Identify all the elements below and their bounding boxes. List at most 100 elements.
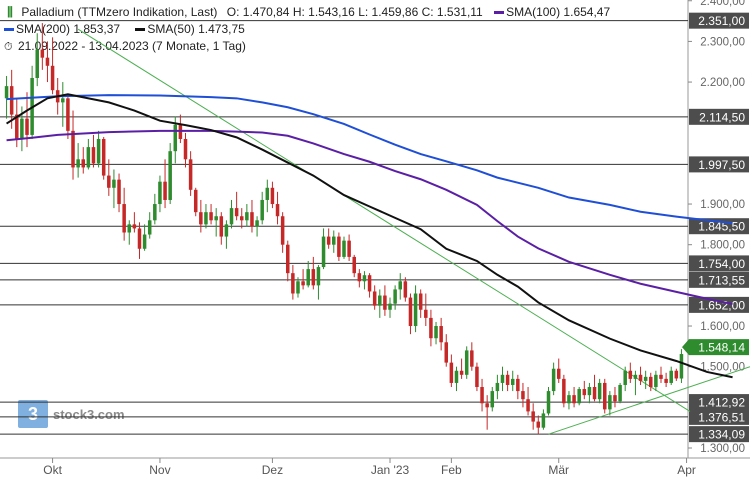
candle-body	[572, 395, 576, 404]
candle-body	[337, 236, 341, 257]
candle-body	[393, 289, 397, 304]
y-tick-label: 1.800,00	[700, 240, 745, 252]
candle-body	[531, 411, 535, 422]
candle-body	[649, 376, 653, 388]
candle-body	[127, 224, 132, 233]
candle-body	[403, 281, 408, 298]
legend-line-1: ⫼ Palladium (TTMzero Indikation, Last) O…	[4, 5, 612, 20]
candle-body	[429, 317, 433, 339]
y-tick-label: 1.500,00	[700, 362, 745, 374]
candle-body	[270, 187, 275, 205]
candle-body	[408, 297, 413, 327]
x-tick-label: Nov	[149, 463, 170, 477]
y-tick-label: 1.300,00	[700, 443, 745, 455]
candle-body	[475, 366, 479, 388]
candle-body	[485, 403, 489, 408]
sma100-label: SMA(100) 1.654,47	[506, 5, 611, 19]
candle-body	[311, 269, 316, 286]
candle-body	[224, 224, 229, 237]
y-tick-label: 2.400,00	[700, 0, 745, 8]
candle-body	[71, 130, 75, 168]
moving-average-line	[6, 94, 733, 225]
candle-body	[301, 281, 305, 286]
candle-body	[4, 86, 9, 99]
candle-body	[91, 147, 96, 164]
candle-body	[250, 212, 254, 227]
candle-body	[15, 114, 19, 139]
candle-body	[495, 382, 500, 392]
candle-body	[608, 395, 612, 410]
candle-body	[183, 138, 188, 160]
level-badge-label: 1.754,00	[698, 257, 745, 271]
sma50-swatch	[135, 28, 146, 32]
candle-body	[35, 49, 39, 78]
candle-body	[597, 382, 602, 400]
candle-body	[81, 159, 86, 168]
candle-body	[147, 220, 152, 235]
stock3-logo-icon: 3	[18, 400, 48, 428]
sma200-swatch	[4, 28, 14, 32]
candle-body	[280, 216, 285, 245]
level-badge	[689, 408, 749, 425]
level-badge	[689, 426, 749, 443]
candle-body	[567, 395, 571, 404]
sma100-swatch	[494, 11, 505, 15]
candle-body	[454, 370, 459, 383]
candle-body	[413, 293, 418, 327]
y-tick-label: 2.300,00	[700, 36, 745, 48]
candlestick-icon: ⫼	[7, 5, 13, 19]
candle-body	[388, 303, 392, 310]
candle-body	[112, 179, 116, 188]
candle-body	[173, 124, 178, 152]
candle-body	[628, 370, 633, 379]
candle-body	[178, 124, 183, 139]
candle-body	[209, 212, 213, 221]
candle-body	[255, 220, 259, 227]
candle-body	[163, 181, 167, 200]
candle-body	[418, 293, 423, 310]
candle-body	[66, 98, 70, 131]
candle-body	[577, 389, 581, 404]
candle-body	[101, 138, 106, 176]
candle-body	[378, 295, 382, 306]
candle-body	[510, 378, 515, 385]
candle-body	[342, 240, 346, 257]
candle-body	[96, 138, 101, 164]
candle-body	[633, 374, 638, 379]
candle-body	[541, 413, 546, 428]
candle-body	[516, 378, 520, 392]
candle-body	[50, 65, 55, 91]
candle-body	[40, 49, 45, 58]
candle-body	[306, 269, 310, 286]
candle-body	[260, 199, 264, 221]
candle-body	[9, 86, 14, 115]
y-tick-label: 2.200,00	[700, 77, 745, 89]
candle-body	[398, 281, 402, 290]
candle-body	[316, 267, 321, 286]
trend-line-down	[77, 28, 691, 412]
current-price-badge	[682, 339, 749, 356]
level-badge-label: 1.713,55	[698, 273, 745, 287]
candle-body	[618, 384, 622, 402]
x-tick-label: Jan '23	[371, 463, 410, 477]
candle-body	[219, 216, 224, 237]
candle-body	[669, 370, 673, 383]
candle-body	[86, 147, 91, 168]
candle-body	[61, 98, 65, 103]
candle-body	[234, 208, 239, 217]
moving-average-line	[6, 129, 733, 306]
candle-body	[480, 387, 484, 404]
candle-body	[613, 395, 617, 402]
level-badge-label: 1.997,50	[698, 158, 745, 172]
candle-body	[464, 350, 469, 375]
candle-body	[122, 204, 126, 233]
level-badge-label: 1.845,50	[698, 220, 745, 234]
candle-body	[132, 224, 137, 229]
candle-body	[117, 179, 121, 205]
candle-body	[444, 342, 449, 363]
level-badge	[689, 394, 749, 411]
candle-body	[229, 208, 234, 225]
instrument-name: Palladium (TTMzero Indikation, Last)	[21, 5, 218, 19]
candle-body	[20, 118, 24, 139]
